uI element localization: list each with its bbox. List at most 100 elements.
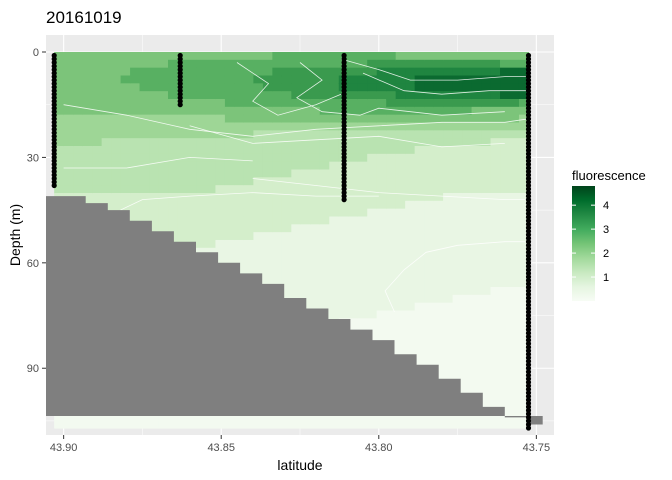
- field-cell: [433, 130, 444, 139]
- field-cell: [443, 145, 454, 155]
- field-cell: [158, 208, 169, 218]
- field-cell: [158, 192, 169, 202]
- field-cell: [186, 106, 198, 116]
- field-cell: [443, 279, 454, 288]
- field-cell: [54, 145, 65, 155]
- field-cell: [405, 138, 416, 147]
- field-cell: [101, 161, 112, 171]
- field-cell: [196, 169, 207, 178]
- field-cell: [386, 247, 397, 257]
- field-cell: [490, 286, 501, 296]
- field-cell: [205, 208, 217, 218]
- field-cell: [424, 177, 435, 186]
- field-cell: [310, 138, 321, 147]
- field-cell: [452, 263, 463, 272]
- field-cell: [471, 224, 482, 233]
- sample-point: [525, 341, 532, 347]
- field-cell: [376, 145, 387, 155]
- field-cell: [518, 99, 530, 108]
- field-cell: [500, 106, 511, 116]
- field-cell: [319, 52, 330, 61]
- field-cell: [424, 357, 435, 366]
- x-tick-label: 43.75: [523, 442, 551, 454]
- field-cell: [386, 216, 397, 225]
- field-cell: [500, 396, 511, 406]
- field-cell: [82, 138, 93, 147]
- field-cell: [376, 310, 387, 319]
- field-cell: [481, 341, 492, 351]
- field-cell: [234, 412, 245, 421]
- field-cell: [310, 52, 321, 61]
- field-cell: [357, 145, 368, 155]
- field-cell: [281, 83, 292, 92]
- field-cell: [234, 106, 245, 116]
- field-cell: [462, 232, 473, 241]
- field-cell: [272, 169, 283, 178]
- field-cell: [300, 200, 311, 210]
- field-cell: [509, 208, 520, 218]
- field-cell: [291, 286, 302, 296]
- field-cell: [433, 138, 444, 147]
- field-cell: [300, 255, 311, 265]
- field-cell: [196, 185, 207, 194]
- field-cell: [424, 114, 435, 124]
- field-cell: [471, 177, 482, 186]
- field-cell: [509, 373, 520, 382]
- field-cell: [291, 271, 302, 280]
- field-cell: [395, 279, 406, 288]
- field-cell: [310, 216, 321, 225]
- field-cell: [319, 294, 330, 304]
- field-cell: [281, 208, 292, 218]
- field-cell: [139, 106, 150, 116]
- field-cell: [376, 169, 387, 178]
- field-cell: [395, 326, 406, 335]
- field-cell: [490, 294, 501, 304]
- field-cell: [158, 114, 169, 124]
- field-cell: [215, 161, 226, 171]
- field-cell: [196, 91, 207, 100]
- contour-line: [362, 72, 529, 95]
- field-cell: [82, 169, 93, 178]
- field-cell: [168, 83, 179, 92]
- field-cell: [481, 247, 492, 257]
- field-cell: [139, 99, 150, 108]
- sample-point: [525, 316, 532, 322]
- field-cell: [73, 169, 84, 178]
- field-cell: [253, 247, 264, 257]
- field-cell: [63, 130, 74, 139]
- field-cell: [414, 138, 425, 147]
- field-cell: [186, 114, 198, 124]
- sample-point: [525, 365, 532, 371]
- field-cell: [205, 153, 217, 163]
- field-cell: [168, 224, 179, 233]
- contour-line: [252, 178, 529, 201]
- field-cell: [215, 52, 226, 61]
- field-cell: [196, 114, 207, 124]
- field-cell: [291, 67, 302, 77]
- field-cell: [158, 224, 169, 233]
- field-cell: [319, 420, 330, 429]
- field-cell: [518, 67, 530, 77]
- field-cell: [367, 114, 378, 124]
- field-cell: [471, 185, 482, 194]
- field-cell: [63, 161, 74, 171]
- field-cell: [424, 294, 435, 304]
- field-cell: [310, 302, 321, 312]
- field-cell: [414, 192, 425, 202]
- field-cell: [54, 83, 65, 92]
- field-cell: [234, 122, 245, 131]
- field-cell: [376, 294, 387, 304]
- field-cell: [367, 232, 378, 241]
- field-cell: [348, 263, 359, 272]
- field-cell: [54, 106, 65, 116]
- field-cell: [471, 91, 482, 100]
- field-cell: [168, 138, 179, 147]
- field-cell: [310, 177, 321, 186]
- field-cell: [500, 294, 511, 304]
- field-cell: [243, 192, 254, 202]
- field-cell: [462, 169, 473, 178]
- field-cell: [130, 67, 141, 77]
- field-cell: [424, 216, 435, 225]
- y-tick-label: 60: [27, 258, 39, 270]
- field-cell: [357, 75, 368, 84]
